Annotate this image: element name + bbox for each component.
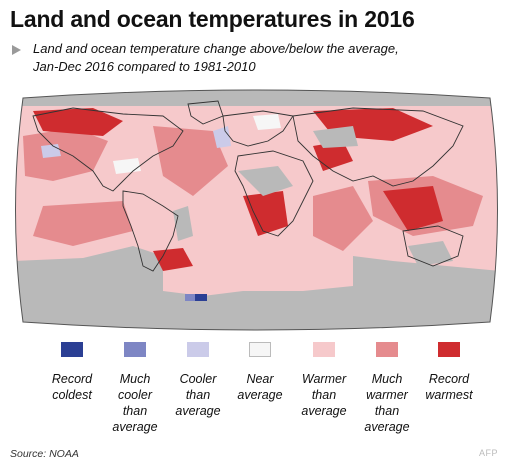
legend-item-much-warmer: Much warmer than average [347,342,427,435]
legend-label: Near average [237,372,283,402]
legend: Record coldest Much cooler than average Cool… [0,342,512,442]
sahara-no-data [238,166,293,196]
arctic-no-data [15,90,498,106]
north-america-outline [32,107,184,192]
subtitle-line-2: Jan-Dec 2016 compared to 1981-2010 [33,59,256,74]
legend-swatch [61,342,83,357]
africa-record-warm [243,191,288,236]
southern-ocean-record-cold [195,294,207,301]
antarctic-no-data [15,246,498,330]
southern-ocean-much-cooler [185,294,195,301]
central-asia-no-data [313,126,358,148]
subtitle-line-1: Land and ocean temperature change above/… [33,41,399,56]
legend-swatch [124,342,146,357]
legend-swatch [249,342,271,357]
subtitle: Land and ocean temperature change above/… [33,40,503,76]
pacific-cooler [41,144,61,158]
legend-label: Record coldest [51,372,93,402]
south-atlantic-record-warm [153,248,193,271]
legend-label: Warmer than average [301,372,347,418]
legend-swatch [376,342,398,357]
legend-label: Record warmest [425,372,473,402]
north-atlantic-cooler [213,126,231,148]
legend-label: Cooler than average [175,372,221,418]
indian-ocean-much-warmer [313,186,373,251]
legend-label: Much cooler than average [112,372,158,434]
australia-no-data [408,241,453,266]
south-america-outline [122,190,179,272]
africa-outline [234,150,314,237]
legend-item-cooler: Cooler than average [158,342,238,419]
north-atlantic-much-warmer [153,126,228,196]
europe-outline [222,110,294,147]
australia-outline [402,225,464,267]
legend-item-near-average: Near average [220,342,300,403]
subtitle-arrow-icon [12,45,21,55]
north-pacific-much-warmer [23,128,108,181]
legend-swatch [438,342,460,357]
chart-title: Land and ocean temperatures in 2016 [10,6,415,32]
south-america-no-data [173,206,193,241]
legend-swatch [313,342,335,357]
asia-outline [292,107,464,187]
globe-frame [15,89,498,331]
europe-near-average [253,114,281,130]
greenland-outline [187,100,224,125]
legend-label: Much warmer than average [364,372,410,434]
legend-item-warmer: Warmer than average [284,342,364,419]
legend-swatch [187,342,209,357]
maritime-continent-record-warm [383,186,443,231]
legend-item-record-warmest: Record warmest [409,342,489,403]
alaska-record-warm [33,108,123,136]
world-temperature-map [15,89,498,331]
legend-item-much-cooler: Much cooler than average [95,342,175,435]
legend-item-record-coldest: Record coldest [32,342,112,403]
source-note: Source: NOAA [10,448,79,460]
afp-logo: AFP [478,448,498,458]
south-pacific-much-warmer [33,201,133,246]
